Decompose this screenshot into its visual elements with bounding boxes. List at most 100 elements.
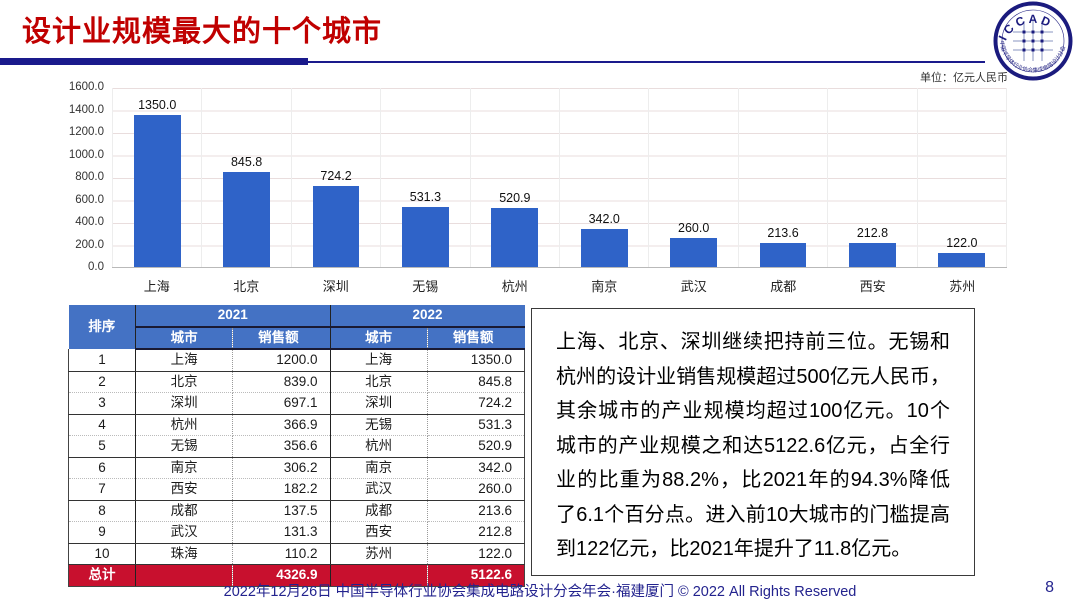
x-category-label: 北京 (233, 279, 260, 294)
city-2021-cell: 武汉 (135, 521, 234, 544)
chart-plot: 1350.0 845.8 724.2 531.3 520.9 342.0 260.0 213.… (112, 88, 1008, 268)
table-row: 8 成都 137.5 成都 213.6 (68, 500, 526, 522)
bar-value-label: 724.2 (320, 168, 352, 183)
total-sales-2021-cell: 4326.9 (232, 564, 331, 587)
table-row: 6 南京 306.2 南京 342.0 (68, 457, 526, 479)
y-tick-label: 400.0 (75, 216, 104, 228)
commentary-text: 上海、北京、深圳继续把持前三位。无锡和杭州的设计业销售规模超过500亿元人民币，… (556, 331, 950, 560)
table-row: 3 深圳 697.1 深圳 724.2 (68, 392, 526, 415)
city-2021-cell: 上海 (135, 349, 234, 372)
bar-value-label: 342.0 (588, 211, 620, 226)
chart-category-column: 122.0 (918, 88, 1008, 267)
chart-category-column: 520.9 (471, 88, 561, 267)
rank-cell: 3 (68, 392, 136, 415)
rank-cell: 4 (68, 414, 136, 436)
sales-2021-cell: 137.5 (232, 500, 331, 522)
y-tick-label: 1600.0 (68, 81, 104, 93)
chart-category-column: 260.0 (649, 88, 739, 267)
x-category-label: 成都 (770, 279, 797, 294)
table-row: 2 北京 839.0 北京 845.8 (68, 371, 526, 393)
x-category-label: 杭州 (501, 279, 528, 294)
chart-category-column: 212.8 (828, 88, 918, 267)
city-2021-cell: 深圳 (135, 392, 234, 415)
chart-bar (223, 171, 271, 267)
table-row: 1 上海 1200.0 上海 1350.0 (68, 349, 526, 372)
bar-value-label: 122.0 (946, 236, 978, 251)
bar-value-label: 260.0 (678, 220, 710, 235)
city-2022-cell: 深圳 (330, 392, 428, 415)
city-2022-cell: 成都 (330, 500, 428, 522)
y-tick-label: 1000.0 (68, 148, 104, 161)
city-2021-cell: 成都 (135, 500, 234, 522)
bar-value-label: 520.9 (499, 191, 531, 206)
bar-value-label: 212.8 (856, 226, 889, 241)
chart-category-column: 845.8 (202, 88, 292, 267)
city-2022-cell: 上海 (330, 349, 428, 372)
header-city-2022: 城市 (330, 326, 428, 350)
x-category-label: 南京 (591, 279, 618, 294)
chart-bar (670, 237, 718, 267)
header-city-2021: 城市 (135, 326, 234, 350)
sales-2022-cell: 531.3 (427, 414, 526, 436)
rank-cell: 8 (68, 500, 136, 522)
y-tick-label: 1400.0 (68, 103, 104, 116)
sales-2022-cell: 1350.0 (427, 349, 526, 372)
commentary-panel: 上海、北京、深圳继续把持前三位。无锡和杭州的设计业销售规模超过500亿元人民币，… (531, 308, 975, 576)
header-rank: 排序 (68, 305, 136, 349)
sales-2022-cell: 260.0 (427, 478, 526, 501)
city-2021-cell: 珠海 (135, 543, 234, 565)
x-category-label: 深圳 (322, 279, 349, 294)
city-2021-cell: 无锡 (135, 435, 234, 458)
sales-2022-cell: 342.0 (427, 457, 526, 479)
city-2021-cell: 西安 (135, 478, 234, 501)
city-2022-cell: 苏州 (330, 543, 428, 565)
sales-2021-cell: 356.6 (232, 435, 331, 458)
city-2021-cell: 北京 (135, 371, 234, 393)
sales-2022-cell: 520.9 (427, 435, 526, 458)
sales-2022-cell: 122.0 (427, 543, 526, 565)
chart-y-axis: 1600.0 1400.0 1200.0 1000.0 800.0 600.0 400.0 2… (60, 81, 108, 273)
table-header: 排序 2021 2022 城市 销售额 城市 销售额 (68, 305, 525, 350)
chart-x-axis: 上海 北京 深圳 无锡 杭州 南京 武汉 成都 西安 苏州 (112, 270, 1007, 295)
sales-2022-cell: 212.8 (427, 521, 526, 544)
sales-2021-cell: 1200.0 (232, 349, 331, 372)
table-row: 4 杭州 366.9 无锡 531.3 (68, 414, 526, 436)
city-2022-cell: 杭州 (330, 435, 428, 458)
bar-value-label: 1350.0 (138, 98, 177, 113)
sales-2021-cell: 697.1 (232, 392, 331, 415)
rank-cell: 7 (68, 478, 136, 501)
table-row: 7 西安 182.2 武汉 260.0 (68, 478, 526, 501)
chart-category-column: 1350.0 (112, 88, 203, 267)
table-row: 5 无锡 356.6 杭州 520.9 (68, 435, 526, 458)
page-number: 8 (1045, 579, 1054, 596)
y-tick-label: 800.0 (75, 171, 104, 183)
chart-category-column: 724.2 (292, 88, 382, 267)
x-category-label: 西安 (859, 279, 886, 294)
header-year-2022: 2022 (330, 305, 525, 328)
chart-bar (849, 243, 896, 267)
city-2021-cell: 南京 (135, 457, 234, 479)
chart-bar (312, 185, 360, 267)
bar-chart: 1600.0 1400.0 1200.0 1000.0 800.0 600.0 400.0 2… (60, 81, 1010, 300)
y-tick-label: 0.0 (88, 261, 104, 273)
sales-2021-cell: 366.9 (232, 414, 331, 436)
sales-2022-cell: 724.2 (427, 392, 526, 415)
total-sales-2022-cell: 5122.6 (427, 564, 526, 587)
total-empty-cell (330, 564, 428, 587)
footer-text: 2022年12月26日 中国半导体行业协会集成电路设计分会年会·福建厦门 © 2… (223, 584, 857, 600)
city-2022-cell: 无锡 (330, 414, 428, 436)
table-total-row: 总计 4326.9 5122.6 (68, 564, 526, 587)
header-sales-2022: 销售额 (427, 326, 525, 350)
bar-value-label: 213.6 (767, 225, 799, 240)
sales-2022-cell: 213.6 (427, 500, 526, 522)
table-row: 10 珠海 110.2 苏州 122.0 (68, 543, 526, 565)
x-category-label: 上海 (143, 279, 170, 294)
iccad-logo: I C C A D 中国半导体行业协会集成电路设计分会 (993, 1, 1073, 81)
sales-2021-cell: 182.2 (232, 478, 331, 501)
sales-2021-cell: 839.0 (232, 371, 331, 393)
city-2022-cell: 北京 (330, 371, 428, 393)
sales-2022-cell: 845.8 (427, 371, 526, 393)
chart-bar (402, 207, 449, 267)
chart-bar (759, 242, 807, 267)
